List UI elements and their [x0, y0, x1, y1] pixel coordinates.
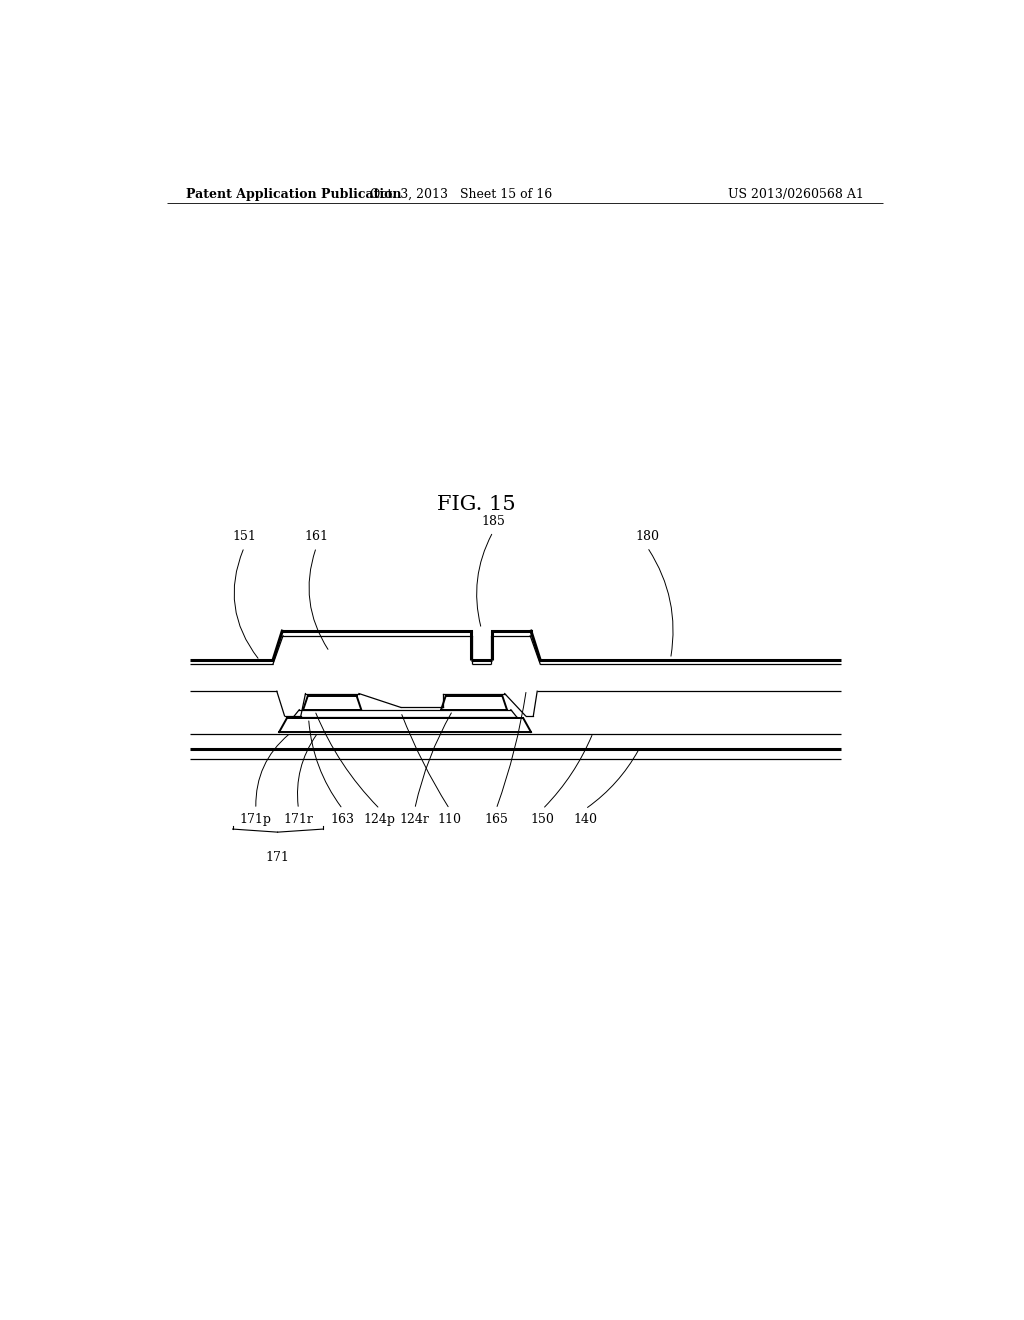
Text: Oct. 3, 2013   Sheet 15 of 16: Oct. 3, 2013 Sheet 15 of 16	[370, 187, 552, 201]
Text: 171r: 171r	[284, 813, 313, 826]
Text: 185: 185	[481, 515, 505, 528]
Text: 165: 165	[484, 813, 508, 826]
Text: 124r: 124r	[399, 813, 430, 826]
Text: 161: 161	[304, 531, 329, 544]
Text: 140: 140	[573, 813, 597, 826]
Text: 180: 180	[635, 531, 659, 544]
Text: 163: 163	[331, 813, 354, 826]
Text: FIG. 15: FIG. 15	[437, 495, 516, 515]
Text: 151: 151	[232, 531, 256, 544]
Text: 124p: 124p	[364, 813, 396, 826]
Text: 150: 150	[530, 813, 555, 826]
Text: 110: 110	[437, 813, 462, 826]
Text: US 2013/0260568 A1: US 2013/0260568 A1	[728, 187, 864, 201]
Text: 171p: 171p	[240, 813, 272, 826]
Text: 171: 171	[265, 851, 290, 865]
Text: Patent Application Publication: Patent Application Publication	[186, 187, 401, 201]
